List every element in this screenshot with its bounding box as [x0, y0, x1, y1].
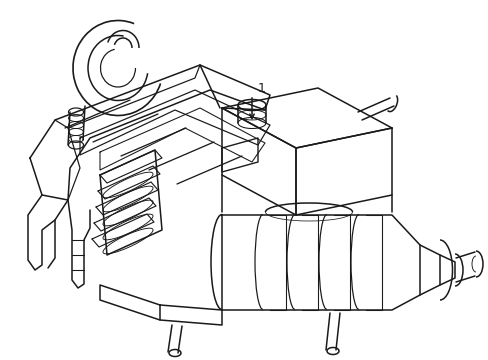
Text: 1: 1: [258, 81, 265, 94]
